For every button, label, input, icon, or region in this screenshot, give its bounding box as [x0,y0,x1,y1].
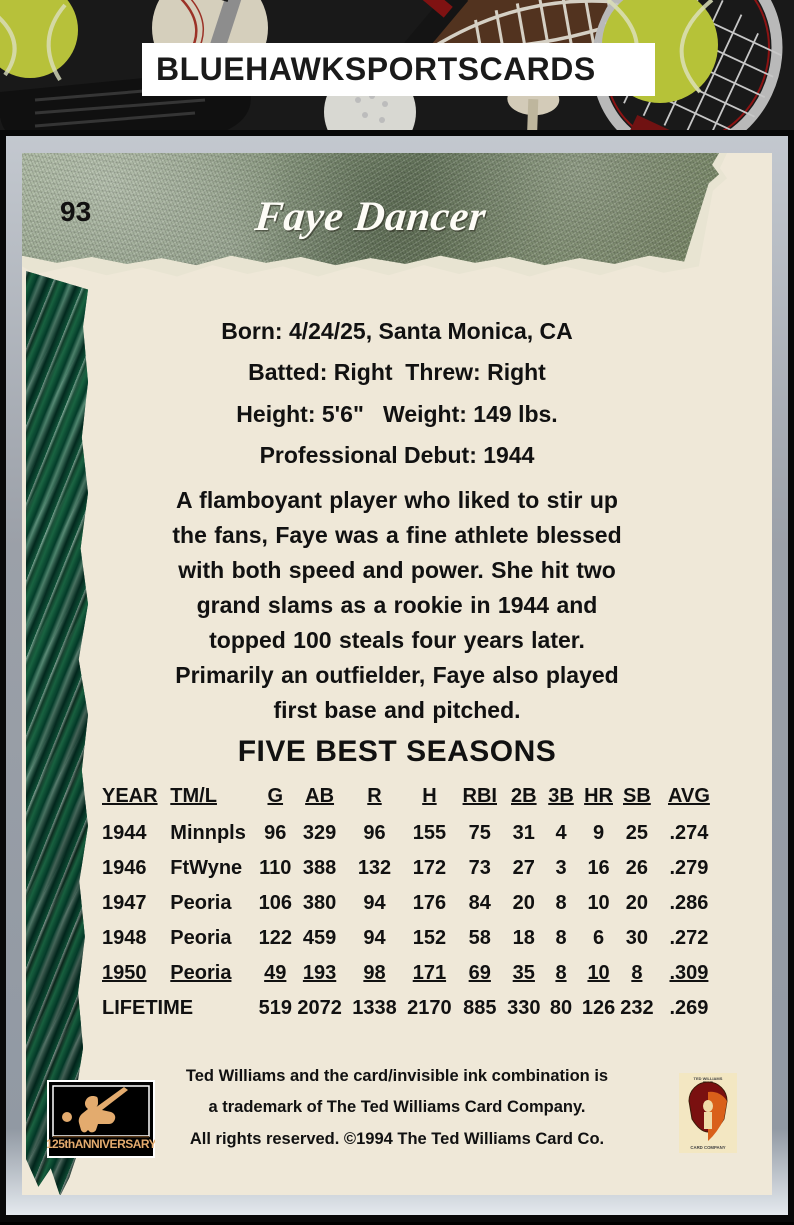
svg-text:CARD COMPANY: CARD COMPANY [690,1145,725,1150]
svg-text:TED WILLIAMS: TED WILLIAMS [694,1076,723,1081]
svg-text:125thANNIVERSARY: 125thANNIVERSARY [47,1137,155,1151]
